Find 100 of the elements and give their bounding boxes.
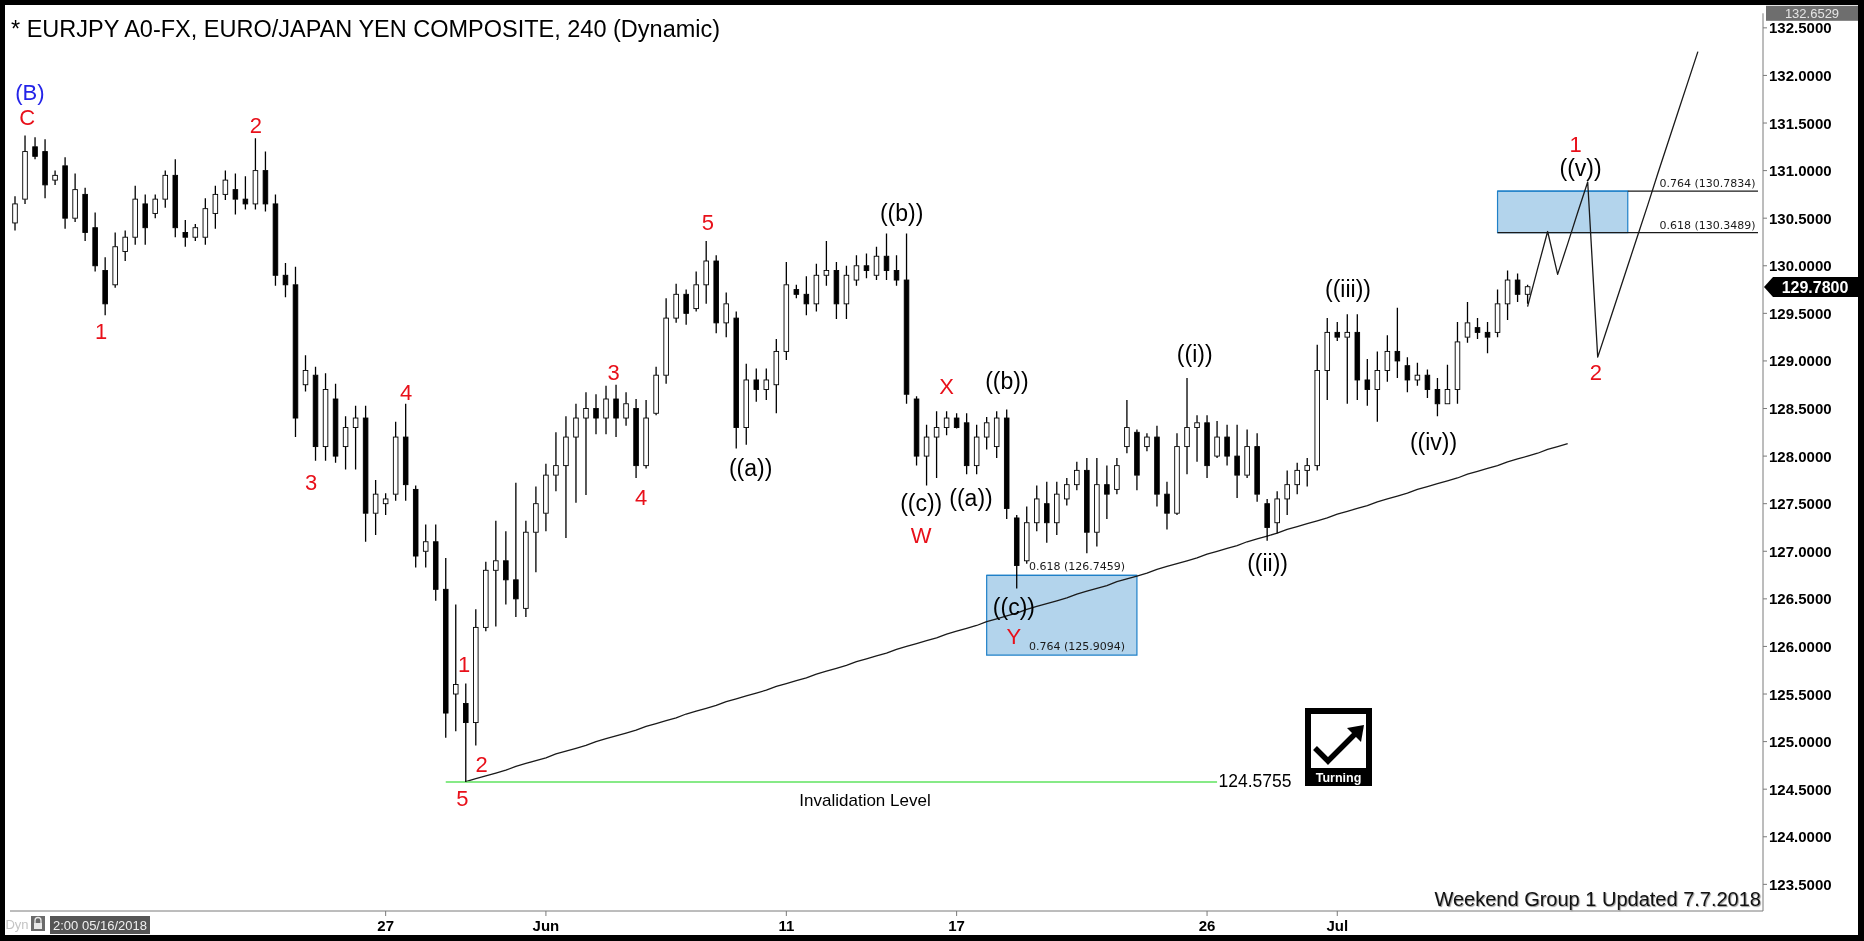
candlestick <box>643 399 649 470</box>
candlestick <box>1254 432 1260 503</box>
annotation: 1 <box>457 651 471 677</box>
candlestick <box>883 232 890 281</box>
chart-title: * EURJPY A0-FX, EURO/JAPAN YEN COMPOSITE, 240 (Dynamic) <box>11 16 721 42</box>
x-tick-label: Jun <box>532 916 560 934</box>
candlestick <box>653 366 659 416</box>
y-tick-label: 130.5000 <box>1769 209 1832 227</box>
candlestick <box>32 136 38 160</box>
candlestick <box>102 256 108 316</box>
candlestick <box>1304 457 1310 488</box>
candlestick <box>362 405 369 543</box>
candlestick <box>352 405 359 471</box>
candlestick <box>22 134 28 205</box>
candlestick <box>132 185 138 246</box>
candlestick <box>1404 356 1411 393</box>
candlestick <box>783 261 790 361</box>
candlestick <box>1454 321 1461 405</box>
candlestick <box>773 338 780 414</box>
candlestick <box>332 383 339 464</box>
annotation: ((v)) <box>1559 154 1602 181</box>
candlestick <box>473 608 479 747</box>
annotation: ((ii)) <box>1247 549 1289 576</box>
x-tick-label: Jul <box>1326 916 1349 934</box>
candlestick <box>753 367 760 403</box>
candlestick <box>52 169 58 186</box>
candlestick <box>1384 334 1391 383</box>
y-tick-label: 124.0000 <box>1769 828 1832 846</box>
candlestick <box>723 291 729 338</box>
candlestick <box>1284 469 1290 516</box>
candlestick <box>302 354 309 393</box>
annotation: ((b)) <box>985 368 1029 395</box>
annotation: Turning <box>1315 771 1362 785</box>
annotation: ((c)) <box>900 490 943 517</box>
annotation: 5 <box>456 785 469 811</box>
candlestick <box>42 138 48 199</box>
candlestick <box>493 520 499 628</box>
candlestick <box>523 520 529 618</box>
candlestick <box>813 263 820 313</box>
candlestick <box>62 156 68 230</box>
candlestick <box>923 424 930 487</box>
annotation: ((c)) <box>992 593 1035 620</box>
candlestick <box>843 265 850 320</box>
y-tick-label: 129.5000 <box>1769 304 1832 322</box>
annotation: 124.5755 <box>1218 771 1292 791</box>
candlestick <box>1084 457 1090 554</box>
annotation: W <box>910 522 932 548</box>
annotation: ((iii)) <box>1325 276 1371 303</box>
candlestick <box>833 261 840 320</box>
y-tick-label: 128.0000 <box>1769 447 1832 465</box>
candlestick <box>463 682 469 783</box>
candlestick <box>1023 505 1030 565</box>
y-tick-label: 125.5000 <box>1769 685 1832 703</box>
candlestick <box>1094 457 1100 548</box>
candlestick <box>1044 481 1050 544</box>
text: 132.6529 <box>1784 5 1840 21</box>
candlestick <box>1394 306 1401 379</box>
candlestick <box>312 366 319 462</box>
annotation: C <box>19 104 36 130</box>
annotation: 4 <box>399 380 413 406</box>
y-tick-label: 127.5000 <box>1769 495 1832 513</box>
annotation: 2 <box>475 751 488 777</box>
candlestick <box>893 254 900 287</box>
y-tick-label: 130.0000 <box>1769 257 1832 275</box>
candlestick <box>202 197 209 246</box>
candlestick <box>1054 481 1060 536</box>
candlestick <box>242 175 249 211</box>
candlestick <box>513 482 519 618</box>
annotation: ((a)) <box>949 485 993 512</box>
candlestick <box>623 391 629 427</box>
candlestick <box>1194 414 1200 463</box>
candlestick <box>963 412 970 475</box>
candlestick <box>533 485 539 573</box>
candlestick <box>1484 321 1491 354</box>
candlestick <box>703 240 709 305</box>
candlestick <box>1324 317 1330 401</box>
candlestick <box>903 232 910 405</box>
candlestick <box>733 310 739 450</box>
candlestick <box>1434 377 1441 417</box>
annotation: (B) <box>15 80 45 106</box>
x-tick-label: 17 <box>948 916 965 934</box>
candlestick <box>633 398 639 479</box>
candlestick <box>272 193 279 287</box>
candlestick <box>1034 484 1040 532</box>
candlestick <box>92 211 98 273</box>
y-tick-label: 132.5000 <box>1769 19 1832 37</box>
candlestick <box>1003 408 1010 520</box>
candlestick <box>292 266 299 438</box>
candlestick <box>973 424 980 475</box>
candlestick <box>543 463 549 532</box>
annotation: 4 <box>634 484 648 510</box>
candlestick <box>983 416 990 451</box>
candlestick <box>1274 490 1280 534</box>
y-tick-label: 126.0000 <box>1769 637 1832 655</box>
candlestick <box>1134 428 1140 492</box>
candlestick <box>172 158 179 238</box>
candlestick <box>182 219 189 248</box>
candlestick <box>1144 432 1150 452</box>
annotation: 3 <box>304 469 318 495</box>
text: Dyn <box>5 916 29 932</box>
